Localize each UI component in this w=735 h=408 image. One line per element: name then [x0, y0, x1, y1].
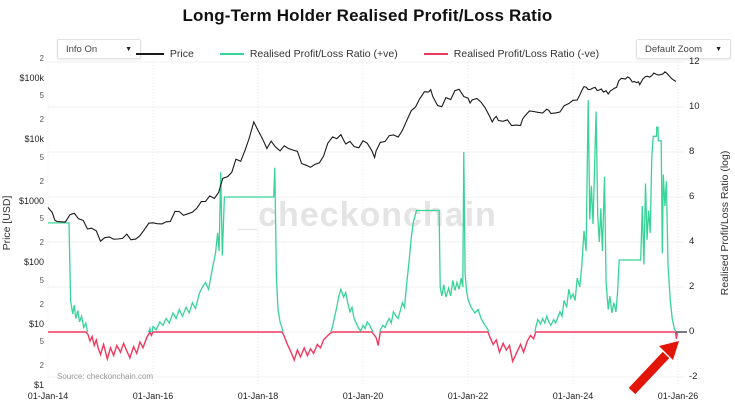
price-axis-tick-label: $10k — [24, 134, 44, 144]
date-axis-tick-label: 01-Jan-26 — [657, 391, 699, 401]
price-axis-tick-label: 2 — [39, 361, 44, 371]
checkonchain-watermark: _checkonchain — [238, 196, 497, 234]
price-axis-tick-label: $100 — [23, 257, 44, 267]
ratio-axis-tick-label: -2 — [689, 371, 698, 382]
price-axis-tick-label: 2 — [39, 53, 44, 63]
legend-label: Realised Profit/Loss Ratio (-ve) — [453, 48, 600, 60]
ratio-axis-tick-label: 10 — [689, 101, 700, 112]
ratio-positive-line — [534, 100, 677, 333]
date-axis-tick-label: 01-Jan-20 — [342, 391, 384, 401]
ratio-negative-line — [48, 330, 678, 364]
price-line-swatch — [135, 53, 164, 55]
info-dropdown[interactable]: Info On ▼ — [57, 39, 141, 59]
legend-item-ratio-positive[interactable]: Realised Profit/Loss Ratio (+ve) — [219, 48, 398, 60]
page-title: Long-Term Holder Realised Profit/Loss Ra… — [182, 6, 553, 25]
source-note: Source: checkonchain.com — [57, 372, 154, 381]
ratio-positive-line — [151, 167, 284, 333]
ratio-positive-line — [48, 222, 89, 333]
ratio-axis-tick-label: 12 — [689, 56, 700, 67]
info-dropdown-label: Info On — [66, 43, 98, 55]
legend-item-price[interactable]: Price — [135, 48, 194, 60]
legend-label: Realised Profit/Loss Ratio (+ve) — [249, 48, 398, 60]
ratio-positive-line — [148, 326, 152, 333]
ratio-axis-tick-label: 0 — [689, 326, 695, 337]
ratio-positive-swatch — [219, 53, 244, 55]
legend-label: Price — [169, 48, 194, 60]
ratio-axis-tick-label: 6 — [689, 191, 695, 202]
price-axis-tick-label: 2 — [39, 299, 44, 309]
price-axis-tick-label: 5 — [39, 275, 44, 285]
alert-arrow-head — [659, 341, 679, 360]
ratio-axis-tick-label: 8 — [689, 146, 695, 157]
legend: Price Realised Profit/Loss Ratio (+ve) R… — [0, 48, 735, 60]
zoom-dropdown[interactable]: Default Zoom ▼ — [636, 39, 731, 59]
ratio-negative-swatch — [423, 53, 448, 55]
chevron-down-icon: ▼ — [715, 45, 722, 53]
price-axis-tick-label: $1000 — [18, 195, 44, 206]
ratio-positive-line — [330, 287, 374, 333]
price-axis-tick-label: 2 — [39, 238, 44, 248]
date-axis-tick-label: 01-Jan-18 — [237, 391, 279, 401]
price-axis-tick-label: 5 — [39, 91, 44, 100]
price-axis-tick-label: $100k — [19, 72, 44, 83]
date-axis-tick-label: 01-Jan-14 — [27, 391, 69, 401]
price-axis-tick-label: 2 — [39, 115, 44, 125]
price-axis-tick-label: 5 — [39, 214, 44, 223]
legend-item-ratio-negative[interactable]: Realised Profit/Loss Ratio (-ve) — [423, 48, 600, 60]
price-axis-tick-label: 5 — [39, 152, 44, 162]
date-axis-tick-label: 01-Jan-24 — [552, 391, 594, 401]
chevron-down-icon: ▼ — [125, 45, 132, 53]
price-axis-tick-label: $1 — [33, 380, 44, 390]
alert-arrow-shaft — [628, 351, 670, 395]
ratio-axis-tick-label: 4 — [689, 236, 695, 247]
price-axis-tick-label: $10 — [28, 318, 44, 329]
date-axis-tick-label: 01-Jan-16 — [132, 391, 174, 401]
price-axis-tick-label: 5 — [39, 337, 44, 346]
ratio-positive-line — [379, 151, 490, 333]
price-axis-tick-label: 2 — [39, 176, 44, 186]
date-axis-tick-label: 01-Jan-22 — [447, 391, 489, 401]
zoom-dropdown-label: Default Zoom — [645, 43, 703, 55]
price-line — [47, 71, 677, 243]
ratio-axis-tick-label: 2 — [689, 281, 695, 292]
